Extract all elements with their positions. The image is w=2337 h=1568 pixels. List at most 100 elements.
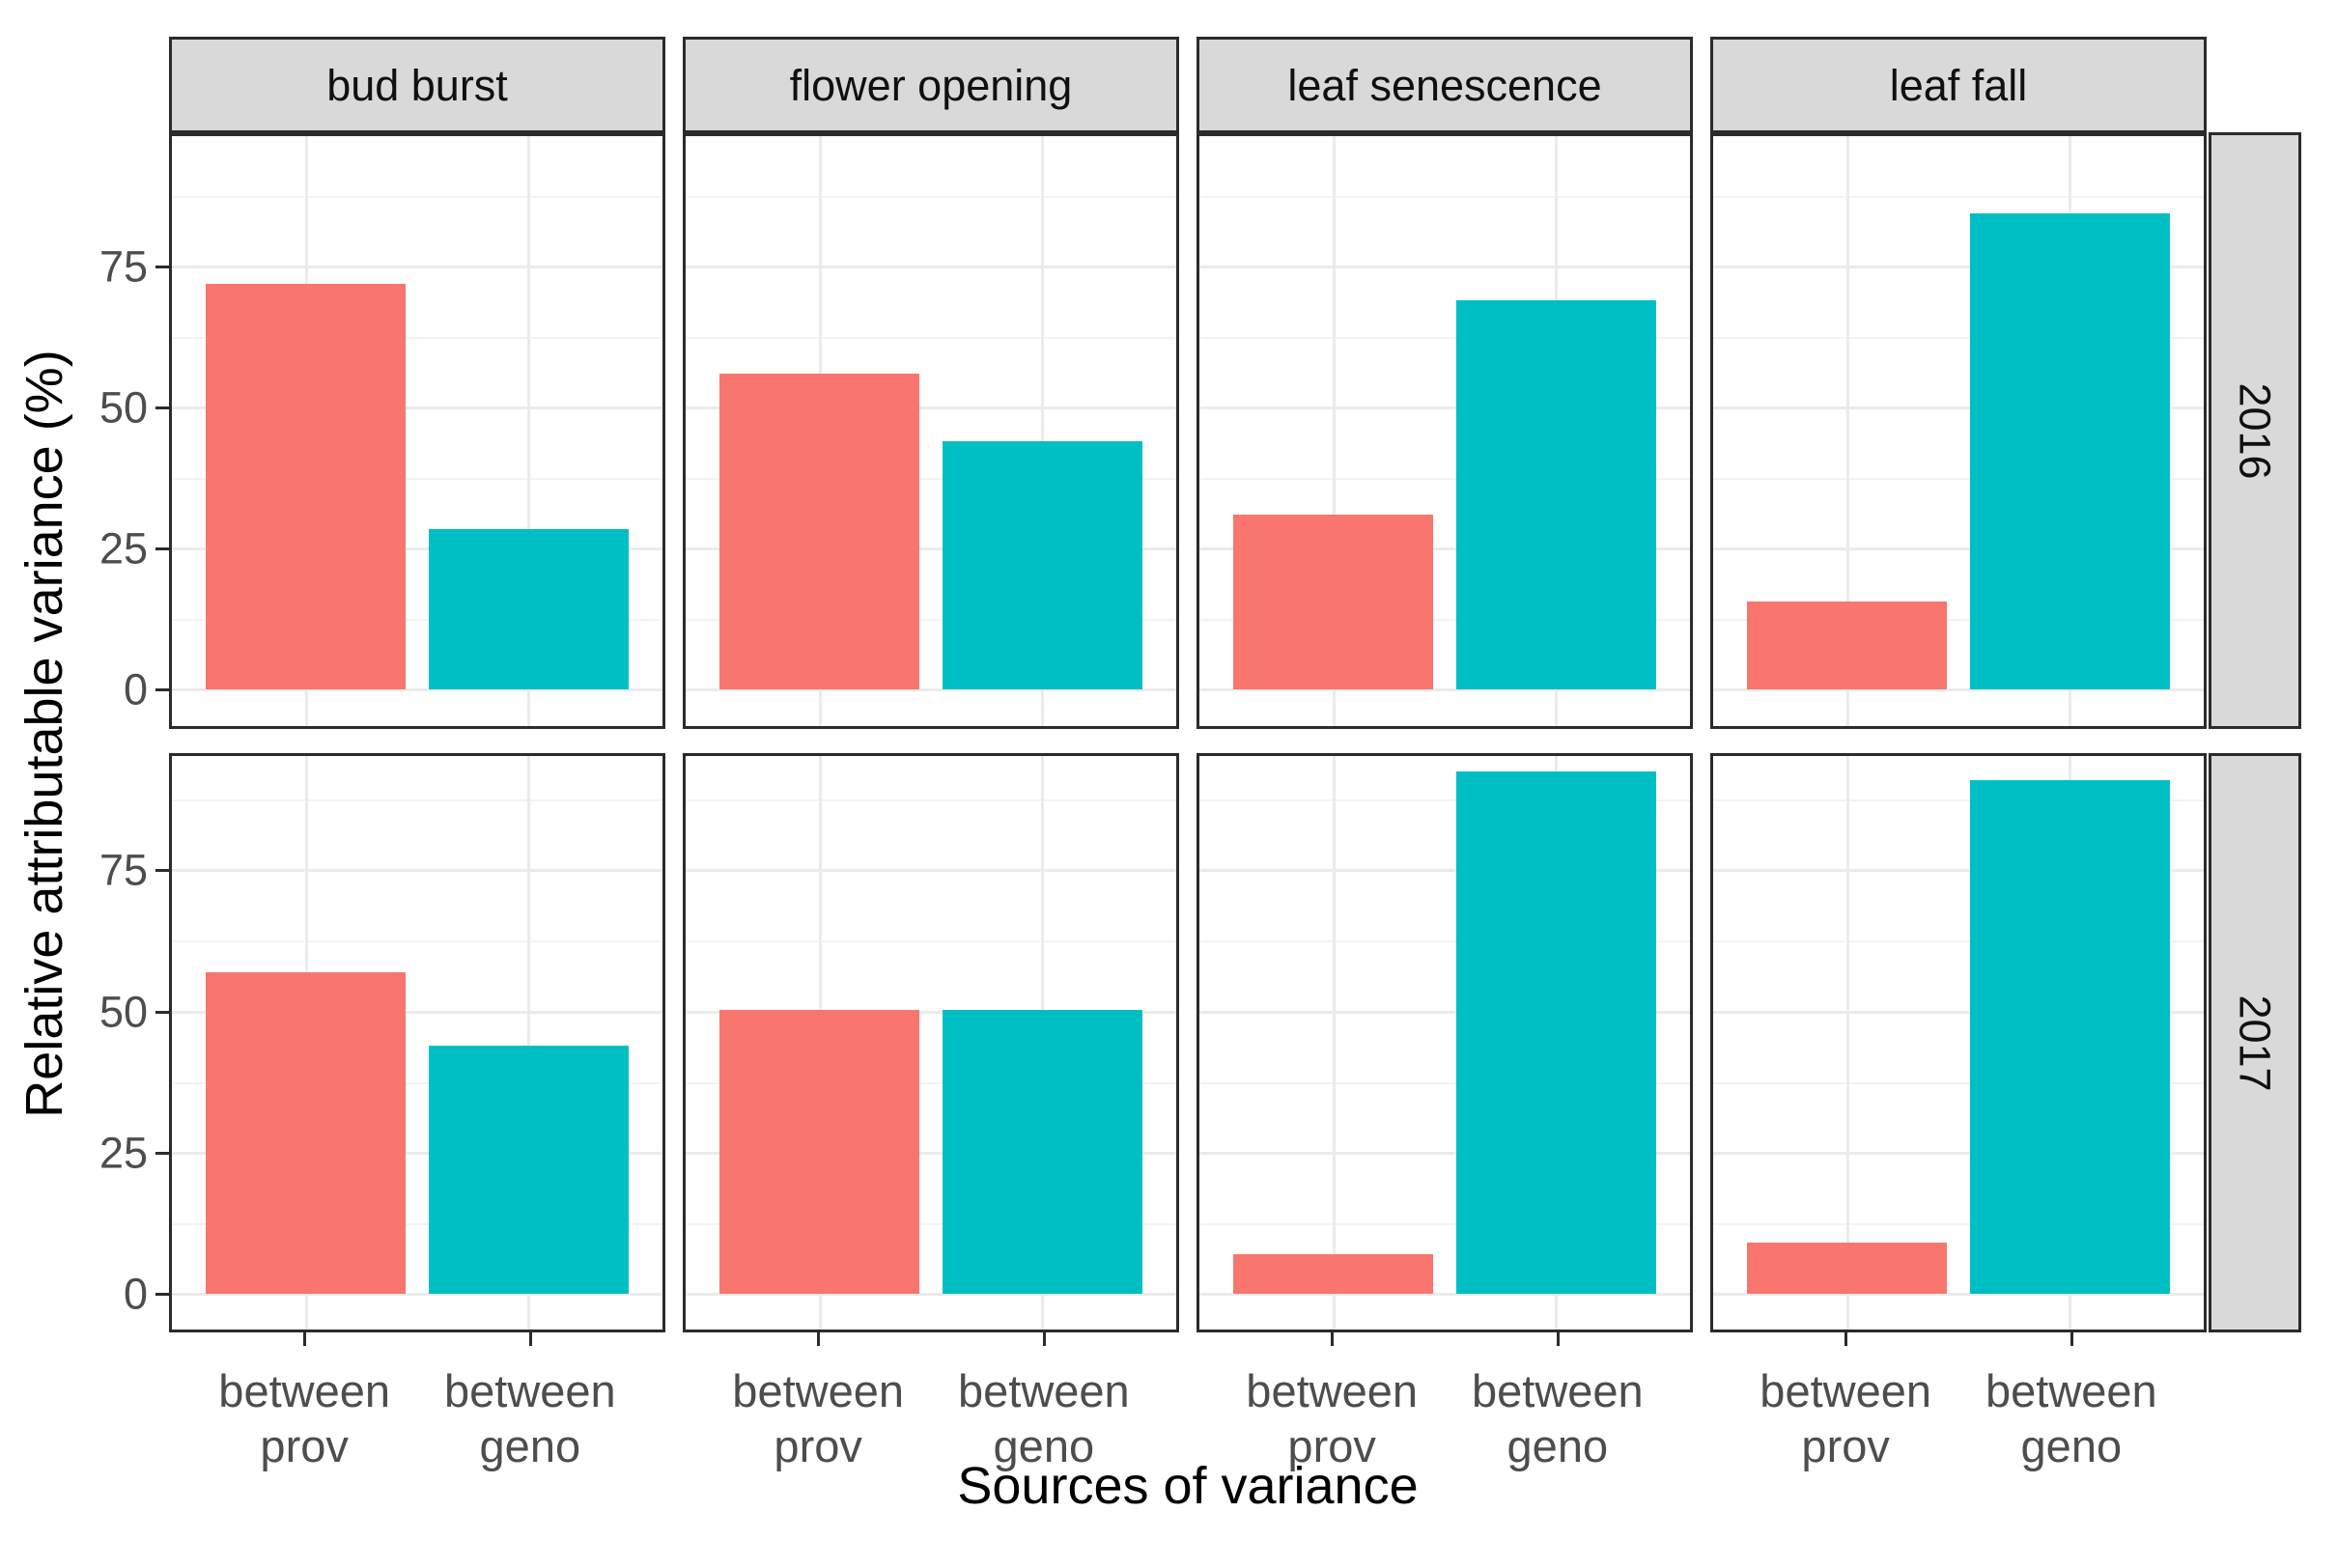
gridline-minor: [1199, 478, 1690, 480]
facet-column-label: leaf fall: [1889, 60, 2028, 110]
gridline-major: [686, 1151, 1176, 1155]
gridline-major: [1713, 1010, 2204, 1014]
facet-row-label: 2016: [2230, 381, 2280, 480]
gridline-major: [1199, 1151, 1690, 1155]
bar-between-geno: [1969, 779, 2171, 1294]
y-tick-label: 50: [99, 382, 148, 433]
bar-between-prov: [1232, 1254, 1434, 1294]
bar-between-geno: [942, 441, 1143, 689]
bar-between-geno: [1969, 212, 2171, 689]
bar-between-geno: [428, 528, 630, 689]
gridline-minor: [172, 940, 662, 943]
gridline-major: [172, 1151, 662, 1155]
facet-row-label: 2017: [2230, 994, 2280, 1092]
gridline-major: [686, 869, 1176, 873]
gridline-minor: [686, 799, 1176, 802]
facet-row-strip: 2016: [2209, 132, 2301, 729]
gridline-vertical: [1845, 756, 1849, 1330]
gridline-minor: [1713, 1222, 2204, 1225]
x-axis-tick: [2070, 1332, 2073, 1346]
facet-panel: [1197, 753, 1693, 1332]
facet-column-strip: flower opening: [683, 37, 1179, 133]
gridline-major: [172, 688, 662, 691]
x-tick-label: between geno: [443, 1365, 616, 1471]
bar-between-prov: [205, 971, 407, 1294]
bar-between-prov: [1746, 1243, 1948, 1294]
x-axis-tick: [303, 1332, 307, 1346]
gridline-major: [686, 266, 1176, 268]
facet-row-strip: 2017: [2209, 753, 2301, 1332]
y-tick-label: 25: [99, 523, 148, 574]
x-axis-tick: [1844, 1332, 1848, 1346]
y-tick-label: 0: [123, 664, 148, 714]
facet-column-label: leaf senescence: [1287, 60, 1602, 110]
facet-panel: [683, 753, 1179, 1332]
gridline-minor: [1713, 1081, 2204, 1084]
x-tick-label: between geno: [1985, 1365, 2157, 1471]
x-axis-tick: [1331, 1332, 1335, 1346]
gridline-major: [686, 547, 1176, 550]
y-axis-tick: [155, 1151, 169, 1155]
bar-between-prov: [1232, 514, 1434, 689]
gridline-minor: [172, 1222, 662, 1225]
gridline-minor: [686, 196, 1176, 198]
bar-between-geno: [1455, 770, 1657, 1294]
gridline-vertical: [1332, 756, 1336, 1330]
gridline-major: [172, 1293, 662, 1296]
facet-panel: [1710, 133, 2207, 729]
gridline-major: [1199, 869, 1690, 873]
gridline-major: [1713, 406, 2204, 409]
gridline-minor: [1713, 940, 2204, 943]
y-tick-label: 75: [99, 845, 148, 895]
gridline-major: [1199, 688, 1690, 691]
x-axis-title: Sources of variance: [957, 1457, 1419, 1515]
gridline-minor: [686, 1081, 1176, 1084]
gridline-major: [1199, 1010, 1690, 1014]
y-tick-label: 75: [99, 241, 148, 292]
y-axis-tick: [155, 1010, 169, 1014]
bar-between-prov: [718, 373, 920, 689]
y-tick-label: 50: [99, 987, 148, 1036]
x-tick-label: between prov: [218, 1365, 391, 1471]
gridline-major: [686, 688, 1176, 691]
gridline-minor: [1713, 478, 2204, 480]
x-tick-label: between prov: [1246, 1365, 1419, 1471]
gridline-minor: [686, 940, 1176, 943]
y-axis-tick: [155, 688, 169, 691]
facet-panel: [1197, 133, 1693, 729]
gridline-minor: [686, 1222, 1176, 1225]
y-axis-tick: [155, 406, 169, 409]
facet-panel: [1710, 753, 2207, 1332]
gridline-minor: [686, 619, 1176, 621]
y-axis-tick: [155, 266, 169, 268]
gridline-minor: [1199, 799, 1690, 802]
x-tick-label: between geno: [957, 1365, 1130, 1471]
facet-column-strip: bud burst: [169, 37, 665, 133]
gridline-minor: [172, 337, 662, 339]
gridline-minor: [1713, 337, 2204, 339]
gridline-major: [1199, 406, 1690, 409]
gridline-major: [172, 266, 662, 268]
gridline-minor: [1713, 619, 2204, 621]
gridline-major: [1713, 1293, 2204, 1296]
gridline-minor: [1713, 196, 2204, 198]
gridline-vertical: [1845, 136, 1849, 726]
bar-between-geno: [428, 1045, 630, 1294]
gridline-minor: [1199, 337, 1690, 339]
bar-between-geno: [942, 1010, 1143, 1294]
gridline-major: [172, 1010, 662, 1014]
y-tick-label: 25: [99, 1128, 148, 1178]
bar-between-prov: [718, 1009, 920, 1294]
gridline-minor: [1199, 1081, 1690, 1084]
gridline-major: [1713, 1151, 2204, 1155]
gridline-minor: [686, 478, 1176, 480]
y-axis-tick: [155, 547, 169, 550]
gridline-minor: [172, 1081, 662, 1084]
x-tick-label: between prov: [1760, 1365, 1932, 1471]
gridline-vertical: [527, 756, 531, 1330]
gridline-major: [1199, 1293, 1690, 1296]
bar-between-prov: [1746, 602, 1948, 689]
x-axis-tick: [528, 1332, 532, 1346]
bar-between-geno: [1455, 300, 1657, 689]
gridline-major: [1713, 869, 2204, 873]
